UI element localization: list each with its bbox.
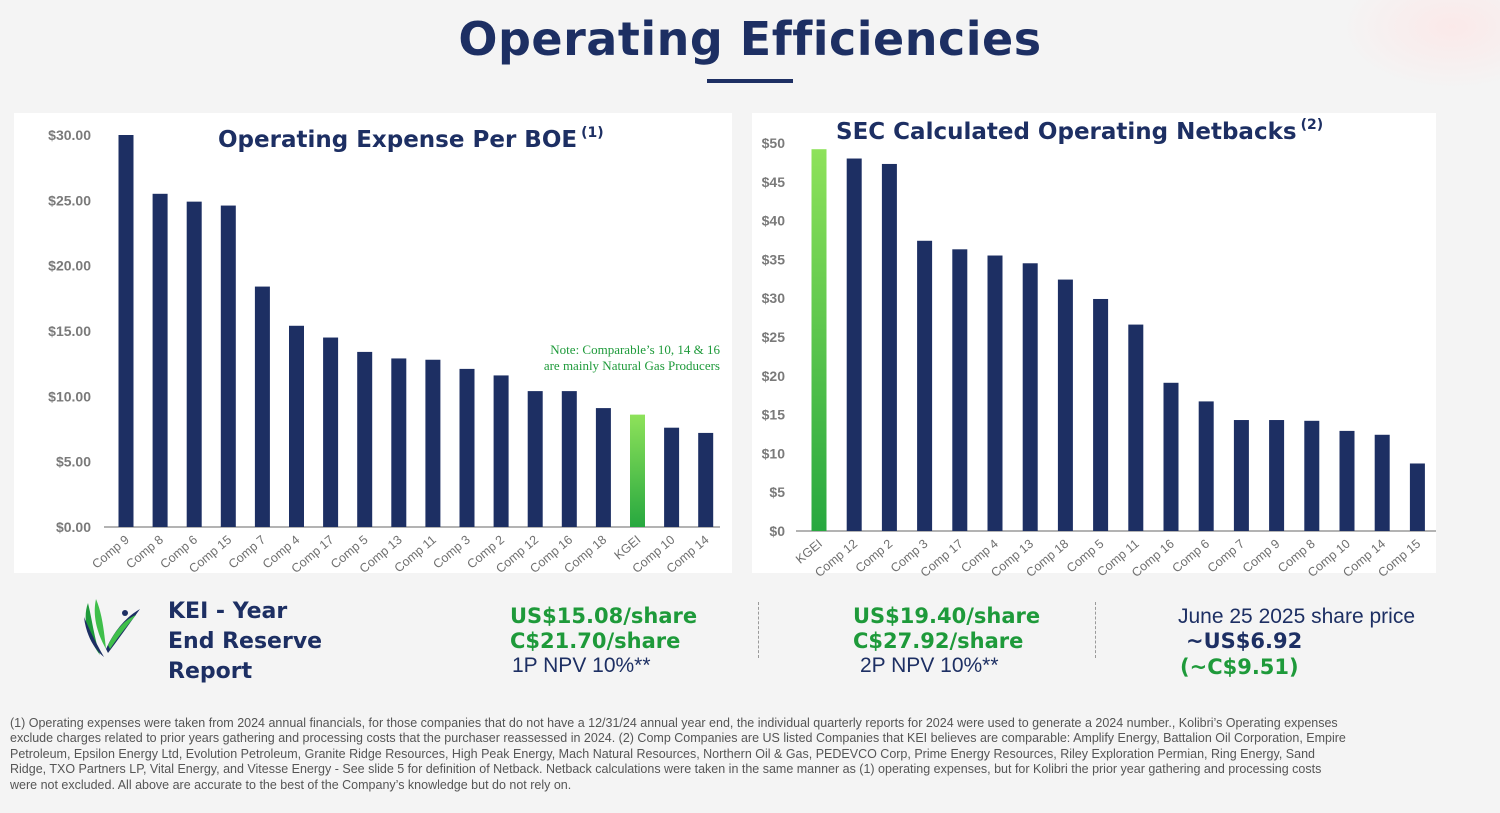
divider-2 bbox=[1095, 602, 1096, 658]
opex-bar-comp-4 bbox=[289, 325, 304, 527]
netback-bar-comp-4 bbox=[987, 255, 1003, 531]
opex-bar-comp-16 bbox=[561, 391, 577, 527]
opex-bar-comp-11 bbox=[425, 359, 441, 527]
netback-chart-panel: SEC Calculated Operating Netbacks (2) $0 $… bbox=[752, 113, 1436, 580]
gas-producers-note: Note: Comparable’s 10, 14 & 16 are mainl… bbox=[520, 342, 720, 374]
netback-x-tick-label: Comp 2 bbox=[853, 537, 896, 576]
reserve-title-line-2: End Reserve bbox=[168, 629, 323, 654]
netback-y-tick-label: $0 bbox=[769, 523, 785, 539]
netback-bar-comp-10 bbox=[1339, 430, 1355, 531]
netback-y-tick-label: $5 bbox=[769, 484, 785, 500]
share-price-label: June 25 2025 share price bbox=[1178, 605, 1415, 628]
opex-chart-title: Operating Expense Per BOE (1) bbox=[218, 125, 604, 153]
netback-bar-comp-15 bbox=[1409, 463, 1425, 531]
netback-x-tick-label: Comp 6 bbox=[1170, 537, 1213, 576]
opex-bar-comp-15 bbox=[220, 205, 236, 527]
netback-bar-comp-5 bbox=[1093, 298, 1109, 531]
opex-bar-comp-10 bbox=[664, 427, 680, 527]
netback-bar-comp-7 bbox=[1233, 420, 1249, 531]
opex-bar-comp-14 bbox=[698, 432, 714, 527]
share-price-cad: (~C$9.51) bbox=[1180, 655, 1299, 679]
note-line-2: are mainly Natural Gas Producers bbox=[543, 358, 720, 373]
netback-y-tick-label: $30 bbox=[762, 290, 786, 306]
netback-bar-comp-8 bbox=[1304, 420, 1320, 531]
netback-x-tick-label: Comp 7 bbox=[1205, 537, 1248, 576]
opex-y-tick-label: $0.00 bbox=[56, 519, 91, 535]
corner-decoration bbox=[1340, 0, 1500, 90]
opex-bar-comp-3 bbox=[459, 368, 475, 527]
divider-1 bbox=[758, 602, 759, 658]
kolibri-logo-icon bbox=[84, 599, 140, 657]
p1-usd-value: US$15.08/share bbox=[510, 604, 698, 628]
opex-x-tick-label: Comp 3 bbox=[430, 533, 473, 572]
netback-x-tick-label: Comp 9 bbox=[1240, 537, 1283, 576]
netback-bar-kgei bbox=[811, 149, 827, 531]
opex-chart-panel: Operating Expense Per BOE (1) $0.00 $5.00 $… bbox=[14, 113, 732, 576]
netback-y-tick-label: $25 bbox=[762, 329, 786, 345]
netback-chart-title-text: SEC Calculated Operating Netbacks bbox=[836, 119, 1297, 145]
p2-cad-value: C$27.92/share bbox=[853, 629, 1024, 653]
p1-cad-value: C$21.70/share bbox=[510, 629, 681, 653]
netback-bar-comp-12 bbox=[846, 158, 862, 531]
netback-y-tick-label: $15 bbox=[762, 407, 786, 423]
opex-bar-comp-9 bbox=[118, 135, 134, 527]
netback-bar-comp-13 bbox=[1022, 263, 1038, 531]
opex-bar-comp-13 bbox=[391, 358, 407, 527]
opex-y-tick-label: $15.00 bbox=[48, 323, 91, 339]
p1-npv-label: 1P NPV 10%** bbox=[512, 654, 651, 677]
opex-bar-chart: $0.00 $5.00 $10.00 $15.00 $20.00 $25.00 $30.00… bbox=[48, 127, 720, 576]
reserve-title-line-3: Report bbox=[168, 659, 253, 684]
opex-bar-kgei bbox=[630, 414, 645, 527]
netback-bar-comp-17 bbox=[952, 249, 968, 531]
opex-chart-title-text: Operating Expense Per BOE bbox=[218, 127, 578, 153]
opex-bar-comp-5 bbox=[357, 351, 373, 527]
opex-x-tick-label: Comp 8 bbox=[123, 533, 166, 572]
p2-usd-value: US$19.40/share bbox=[853, 604, 1041, 628]
page-title: Operating Efficiencies bbox=[458, 12, 1042, 66]
netback-y-tick-label: $50 bbox=[762, 135, 786, 151]
opex-y-tick-label: $5.00 bbox=[56, 454, 91, 470]
p2-npv-label: 2P NPV 10%** bbox=[860, 654, 999, 677]
netback-bar-comp-16 bbox=[1163, 382, 1179, 531]
netback-bar-comp-6 bbox=[1198, 401, 1214, 531]
note-line-1: Note: Comparable’s 10, 14 & 16 bbox=[550, 342, 720, 357]
opex-x-tick-label: Comp 9 bbox=[89, 533, 132, 572]
netback-y-tick-label: $10 bbox=[762, 445, 786, 461]
netback-y-tick-label: $40 bbox=[762, 213, 786, 229]
title-underline bbox=[707, 79, 793, 83]
netback-y-tick-label: $35 bbox=[762, 251, 786, 267]
netback-bar-comp-9 bbox=[1269, 420, 1285, 531]
netback-bar-comp-14 bbox=[1374, 434, 1390, 531]
reserve-title-line-1: KEI - Year bbox=[168, 599, 288, 624]
opex-y-tick-label: $25.00 bbox=[48, 192, 91, 208]
opex-y-tick-label: $10.00 bbox=[48, 388, 91, 404]
opex-bar-comp-6 bbox=[186, 201, 202, 527]
netback-chart-title: SEC Calculated Operating Netbacks (2) bbox=[836, 117, 1324, 145]
opex-bar-comp-2 bbox=[493, 375, 509, 527]
opex-y-tick-label: $20.00 bbox=[48, 258, 91, 274]
opex-bar-comp-7 bbox=[254, 286, 270, 527]
netback-y-tick-label: $20 bbox=[762, 368, 786, 384]
reserve-report-title: KEI - Year End Reserve Report bbox=[168, 597, 322, 687]
opex-bar-comp-8 bbox=[152, 193, 168, 528]
opex-bar-comp-17 bbox=[323, 337, 339, 527]
netback-bar-chart: $0$5$10$15$20$25$30$35$40$45$50KGEIComp … bbox=[762, 135, 1436, 580]
opex-x-tick-label: Comp 7 bbox=[226, 533, 269, 572]
opex-bar-comp-18 bbox=[595, 408, 611, 527]
opex-y-tick-label: $30.00 bbox=[48, 127, 91, 143]
netback-y-tick-label: $45 bbox=[762, 174, 786, 190]
netback-chart-title-sup: (2) bbox=[1300, 117, 1324, 133]
netback-bar-comp-18 bbox=[1057, 279, 1073, 531]
netback-bar-comp-11 bbox=[1128, 324, 1144, 531]
netback-bar-comp-2 bbox=[881, 163, 897, 531]
netback-bar-comp-3 bbox=[917, 240, 933, 531]
opex-chart-title-sup: (1) bbox=[581, 125, 604, 141]
footnote: (1) Operating expenses were taken from 2… bbox=[10, 716, 1346, 792]
share-price-usd: ~US$6.92 bbox=[1186, 629, 1303, 653]
opex-bar-comp-12 bbox=[527, 391, 543, 527]
